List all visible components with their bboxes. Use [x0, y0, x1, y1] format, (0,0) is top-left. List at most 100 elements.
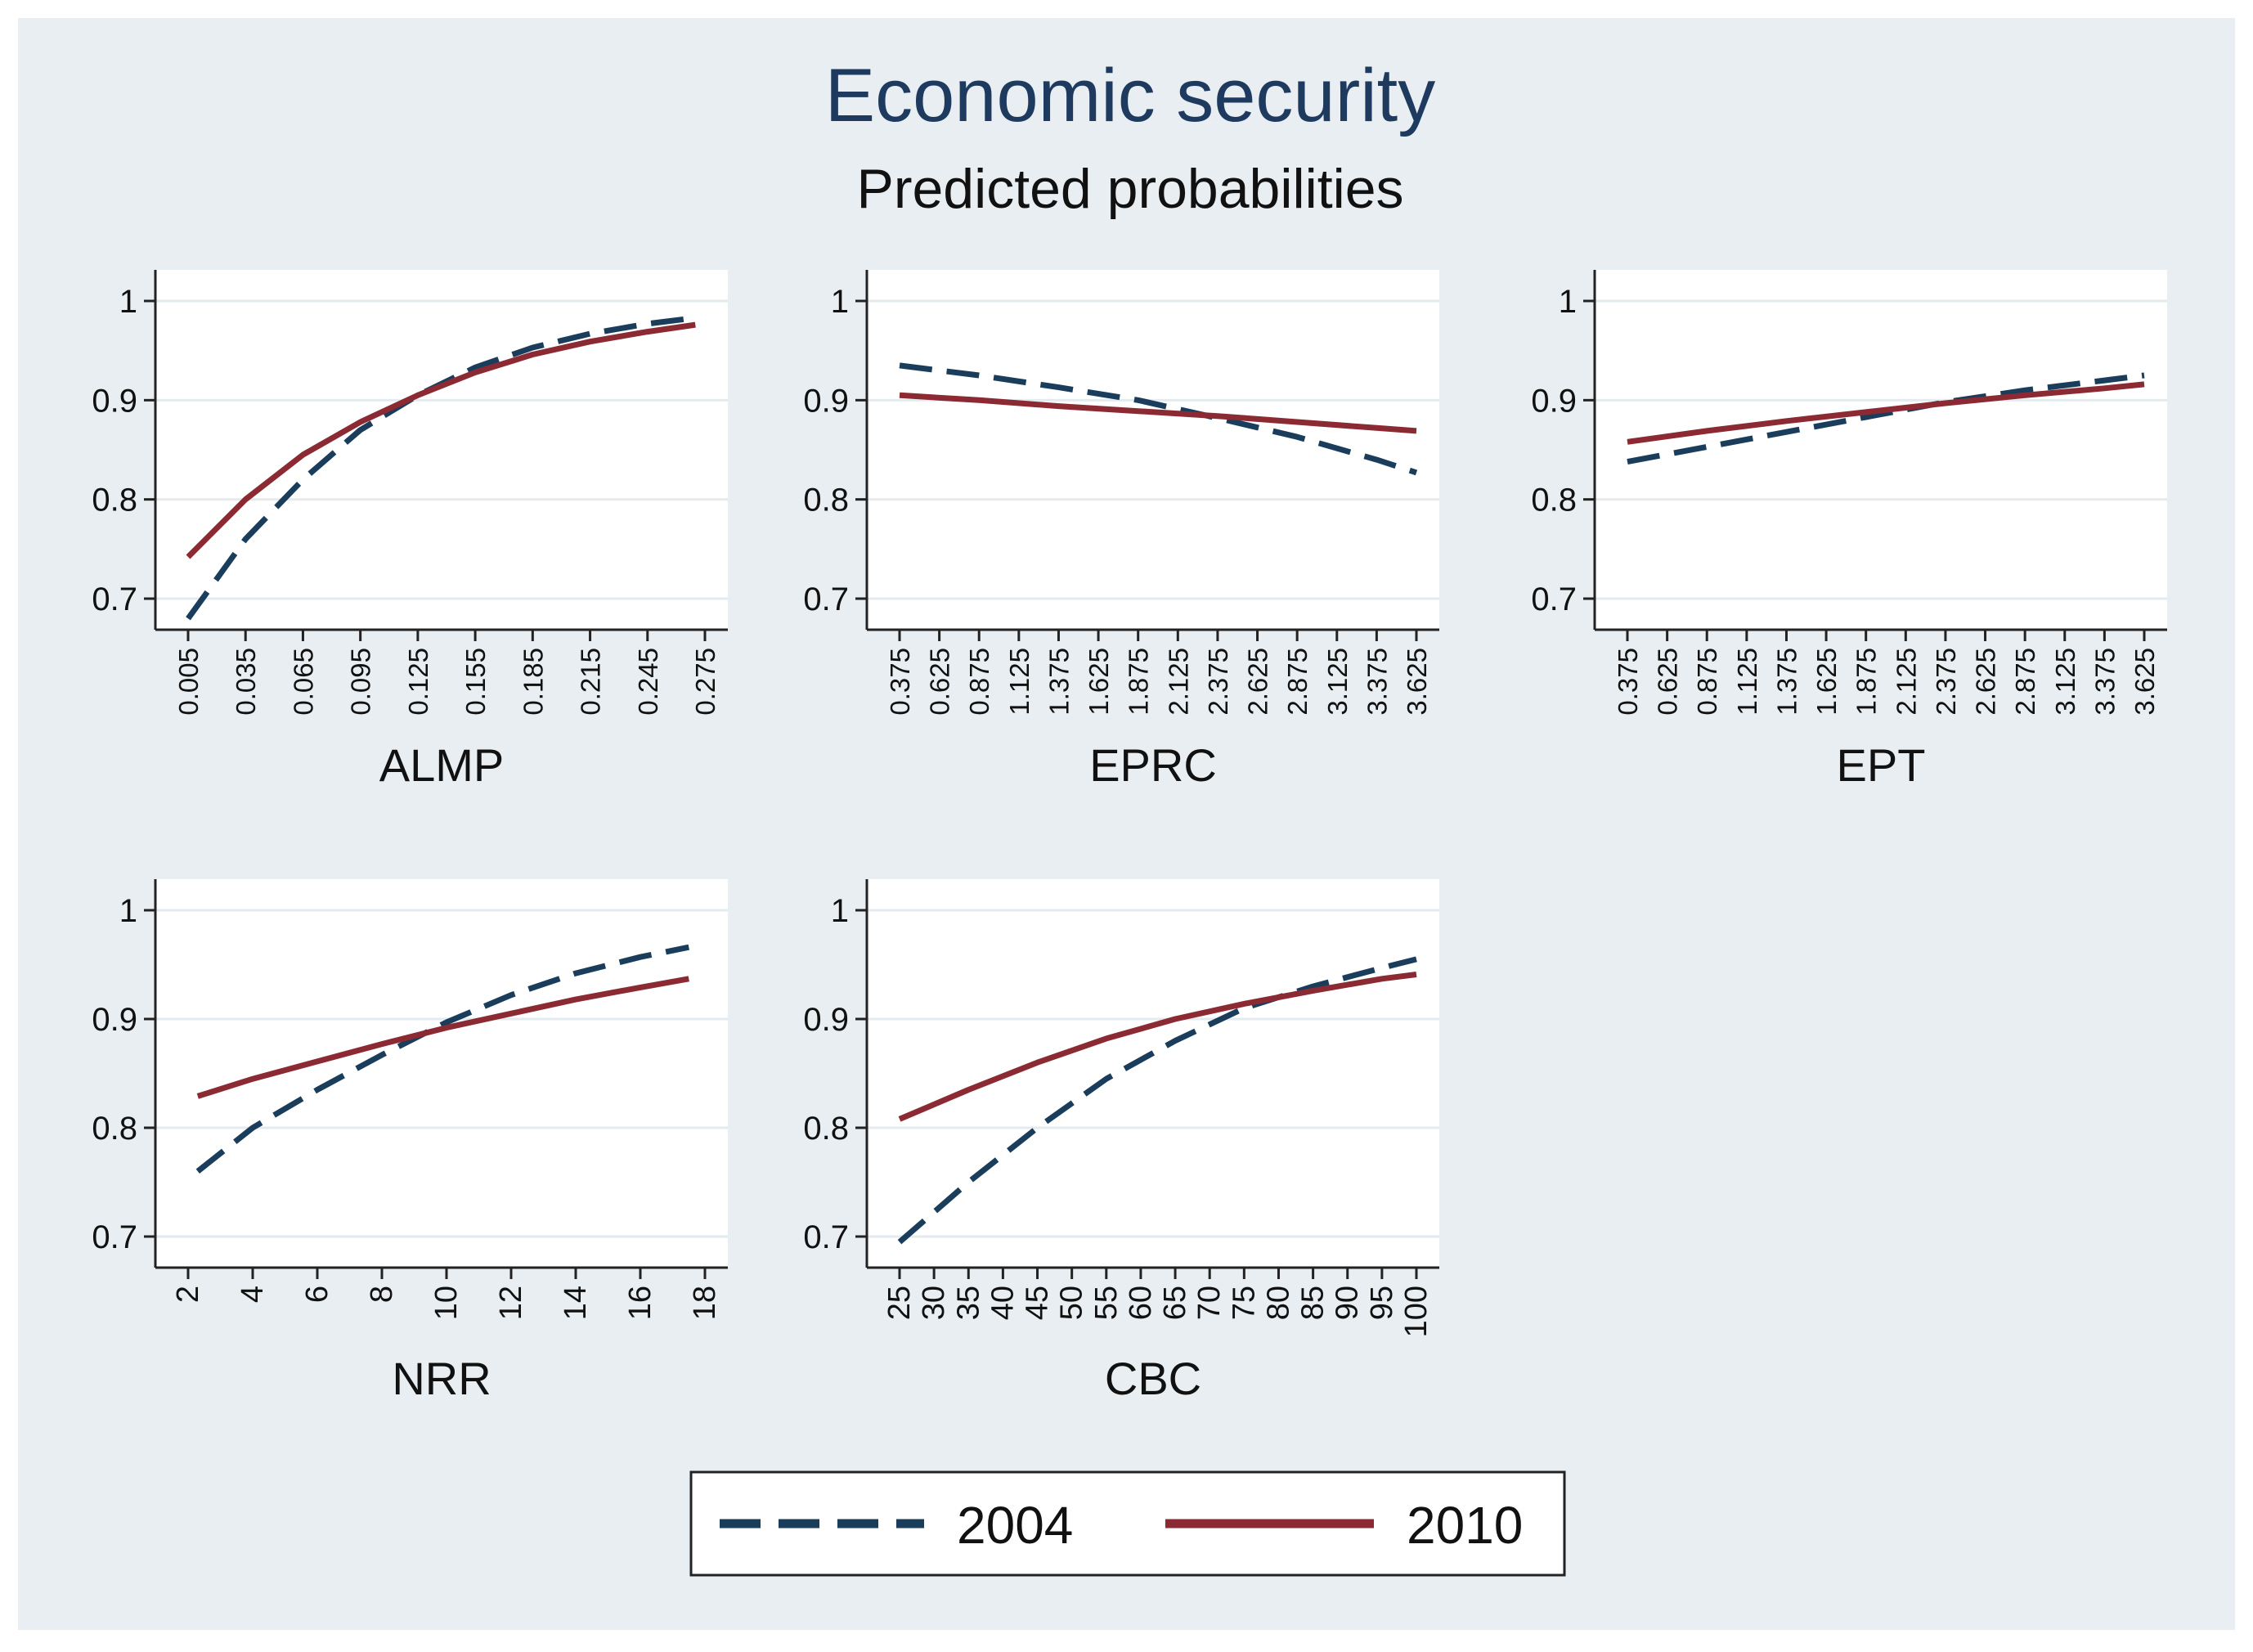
x-tick-label: 0.215 [576, 648, 606, 716]
y-tick-label: 0.8 [803, 1111, 849, 1147]
x-tick-label: 75 [1227, 1286, 1261, 1320]
x-tick-label: 2.875 [1282, 648, 1313, 716]
panels: 0.7 0.8 0.9 1 0.005 0.035 0.065 0.095 0.125 0.155… [92, 270, 2167, 1404]
y-tick-label: 0.8 [803, 483, 849, 518]
plot-area-nrr [155, 879, 728, 1268]
x-tick-label: 100 [1399, 1286, 1434, 1337]
x-tick-label: 3.375 [2089, 648, 2120, 716]
x-tick-label: 0.875 [964, 648, 994, 716]
x-tick-label: 25 [882, 1286, 917, 1320]
x-tick-label: 10 [429, 1286, 464, 1320]
x-tick-label: 0.875 [1692, 648, 1722, 716]
legend-label-2010: 2010 [1407, 1496, 1523, 1555]
x-tick-label: 95 [1365, 1286, 1399, 1320]
series-2010-line-almp [186, 321, 696, 559]
x-axis-title-eprc: EPRC [1089, 739, 1217, 791]
y-tick-label: 1 [119, 284, 137, 320]
x-tick-label: 2.625 [1971, 648, 2001, 716]
x-tick-label: 2.875 [2010, 648, 2040, 716]
x-tick-label: 0.095 [346, 648, 376, 716]
x-tick-label: 0.035 [231, 648, 261, 716]
x-tick-label: 90 [1331, 1286, 1365, 1320]
x-tick-label: 12 [494, 1286, 528, 1320]
y-tick-label: 1 [119, 893, 137, 929]
x-tick-label: 1.125 [1732, 648, 1762, 716]
y-tick-label: 0.9 [1531, 383, 1577, 419]
x-tick-label: 3.625 [1402, 648, 1432, 716]
x-tick-label: 14 [559, 1286, 593, 1320]
panel-eprc: 0.7 0.8 0.9 1 0.375 0.625 0.875 1.125 1.375 1.625… [803, 270, 1439, 791]
plot-area-eprc [867, 270, 1439, 630]
series-2004-line-cbc [897, 956, 1417, 1245]
y-tick-label: 0.7 [803, 1219, 849, 1255]
plot-area-cbc [867, 879, 1439, 1268]
x-tick-label: 0.625 [925, 648, 955, 716]
x-tick-label: 85 [1296, 1286, 1331, 1320]
x-axis-title-nrr: NRR [392, 1353, 491, 1404]
x-tick-label: 70 [1192, 1286, 1227, 1320]
x-tick-label: 2.375 [1203, 648, 1233, 716]
x-tick-label: 1.375 [1043, 648, 1074, 716]
series-2010-line-nrr [196, 976, 689, 1099]
x-tick-label: 35 [951, 1286, 985, 1320]
x-tick-label: 0.245 [633, 648, 663, 716]
x-tick-label: 1.875 [1124, 648, 1154, 716]
x-tick-label: 65 [1158, 1286, 1192, 1320]
x-tick-label: 0.005 [173, 648, 204, 716]
x-tick-label: 3.125 [1322, 648, 1353, 716]
x-tick-label: 6 [300, 1286, 334, 1303]
x-tick-label: 1.625 [1811, 648, 1842, 716]
x-tick-label: 0.375 [885, 648, 915, 716]
legend: 2004 2010 [689, 1470, 1566, 1577]
y-tick-label: 0.7 [1531, 581, 1577, 617]
x-tick-label: 0.155 [460, 648, 491, 716]
legend-label-2004: 2004 [957, 1496, 1073, 1555]
x-tick-label: 40 [985, 1286, 1020, 1320]
series-2004-line-nrr [195, 944, 689, 1174]
plot-area-almp [155, 270, 728, 630]
y-tick-label: 0.8 [92, 483, 137, 518]
x-tick-label: 45 [1021, 1286, 1055, 1320]
x-tick-label: 55 [1089, 1286, 1124, 1320]
y-tick-label: 0.9 [803, 383, 849, 419]
x-tick-label: 3.125 [2050, 648, 2080, 716]
x-tick-label: 0.185 [518, 648, 548, 716]
x-tick-label: 1.625 [1084, 648, 1114, 716]
x-tick-label: 2.375 [1931, 648, 1961, 716]
x-tick-label: 18 [688, 1286, 722, 1320]
x-tick-label: 3.625 [2130, 648, 2160, 716]
panel-cbc: 0.7 0.8 0.9 1 25 30 35 40 45 50 55 60 65 70 75 80 85 90 95… [803, 879, 1439, 1404]
legend-box [689, 1470, 1566, 1577]
y-tick-label: 0.9 [92, 383, 137, 419]
x-tick-label: 0.375 [1613, 648, 1643, 716]
x-axis-title-cbc: CBC [1105, 1353, 1201, 1404]
x-tick-label: 80 [1261, 1286, 1295, 1320]
x-tick-label: 60 [1124, 1286, 1158, 1320]
y-tick-label: 0.8 [92, 1111, 137, 1147]
x-tick-label: 2.125 [1163, 648, 1193, 716]
x-tick-label: 0.125 [403, 648, 433, 716]
chart-subtitle: Predicted probabilities [856, 158, 1403, 220]
x-tick-label: 8 [365, 1286, 399, 1303]
y-tick-label: 0.7 [92, 581, 137, 617]
panel-ept: 0.7 0.8 0.9 1 0.375 0.625 0.875 1.125 1.375 1.625… [1531, 270, 2167, 791]
series-2010-line-cbc [898, 972, 1417, 1122]
y-tick-label: 1 [831, 284, 849, 320]
y-tick-label: 0.7 [803, 581, 849, 617]
x-tick-label: 16 [623, 1286, 657, 1320]
panel-almp: 0.7 0.8 0.9 1 0.005 0.035 0.065 0.095 0.125 0.155… [92, 270, 728, 791]
y-tick-label: 0.9 [803, 1002, 849, 1038]
x-axis-title-almp: ALMP [379, 739, 505, 791]
series-2010-line-eprc [899, 392, 1417, 434]
y-tick-label: 0.9 [92, 1002, 137, 1038]
y-tick-label: 1 [831, 893, 849, 929]
x-tick-label: 0.625 [1653, 648, 1683, 716]
chart-title: Economic security [825, 54, 1435, 137]
x-tick-label: 0.065 [288, 648, 318, 716]
y-tick-label: 0.7 [92, 1219, 137, 1255]
y-tick-label: 1 [1559, 284, 1577, 320]
x-tick-label: 4 [236, 1286, 270, 1303]
